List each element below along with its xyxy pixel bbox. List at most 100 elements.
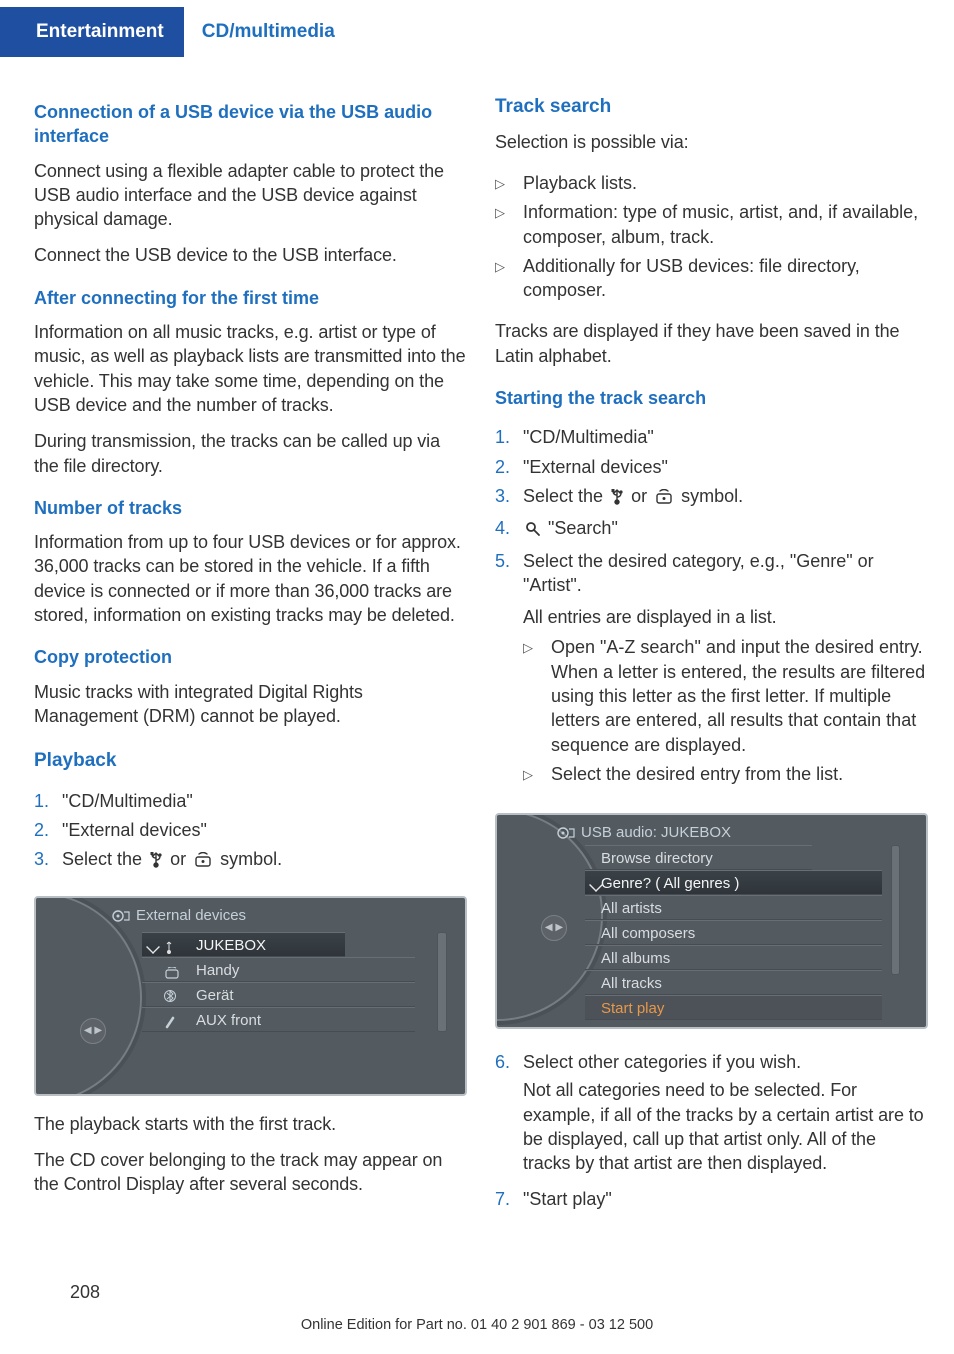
heading-playback: Playback bbox=[34, 748, 467, 774]
table-row: Gerät bbox=[142, 982, 415, 1007]
table-row: All composers bbox=[585, 920, 882, 945]
list-item: 1."CD/Multimedia" bbox=[495, 425, 928, 449]
screenshot-external-devices: ◀ ▶ External devices JUKEBOX Handy Gerät… bbox=[34, 896, 467, 1096]
table-row: Start play bbox=[585, 995, 882, 1020]
list-item: ▷Additionally for USB devices: file dire… bbox=[495, 254, 928, 303]
list-item: 2."External devices" bbox=[34, 818, 467, 842]
list-marker: 4. bbox=[495, 516, 523, 543]
heading-usb-connection: Connection of a USB device via the USB a… bbox=[34, 100, 467, 149]
usb-trident-icon bbox=[149, 850, 163, 874]
heading-num-tracks: Number of tracks bbox=[34, 496, 467, 520]
triangle-bullet-icon: ▷ bbox=[523, 635, 551, 756]
text-fragment: "Search" bbox=[548, 518, 618, 538]
row-text: All composers bbox=[601, 925, 695, 942]
text-fragment: Select the bbox=[523, 486, 608, 506]
text-fragment: Select other categories if you wish. bbox=[523, 1052, 801, 1072]
list-item: ▷Information: type of music, artist, and… bbox=[495, 200, 928, 249]
page-header: Entertainment CD/multimedia bbox=[0, 0, 954, 64]
list-text: "External devices" bbox=[523, 455, 928, 479]
row-text: AUX front bbox=[196, 1012, 261, 1029]
triangle-bullet-icon: ▷ bbox=[495, 254, 523, 303]
list-marker: 3. bbox=[34, 847, 62, 874]
row-text: Genre? ( All genres ) bbox=[601, 875, 739, 892]
list-text: Select the or symbol. bbox=[523, 484, 928, 511]
list-marker: 2. bbox=[34, 818, 62, 842]
list-item: 2."External devices" bbox=[495, 455, 928, 479]
triangle-bullet-icon: ▷ bbox=[495, 171, 523, 195]
list-text: Select the desired entry from the list. bbox=[551, 762, 928, 786]
row-text: Start play bbox=[601, 1000, 664, 1017]
heading-copy-prot: Copy protection bbox=[34, 645, 467, 669]
row-text: All artists bbox=[601, 900, 662, 917]
para: During transmission, the tracks can be c… bbox=[34, 429, 467, 478]
screenshot-title-text: USB audio: JUKEBOX bbox=[581, 823, 731, 843]
selection-list: ▷Playback lists. ▷Information: type of m… bbox=[495, 166, 928, 307]
row-text: All albums bbox=[601, 950, 670, 967]
heading-first-time: After connecting for the first time bbox=[34, 286, 467, 310]
aux-jack-icon bbox=[164, 1012, 176, 1037]
list-text: "CD/Multimedia" bbox=[523, 425, 928, 449]
search-icon bbox=[525, 519, 541, 543]
para: All entries are displayed in a list. bbox=[523, 605, 928, 629]
list-marker: 3. bbox=[495, 484, 523, 511]
screenshot-usb-audio: ◀ ▶ USB audio: JUKEBOX Browse directory … bbox=[495, 813, 928, 1029]
list-item: 3. Select the or symbol. bbox=[495, 484, 928, 511]
screenshot-title-text: External devices bbox=[136, 906, 246, 926]
screenshot-list: JUKEBOX Handy Gerät AUX front bbox=[142, 932, 415, 1032]
para: Information from up to four USB devices … bbox=[34, 530, 467, 627]
list-marker: 7. bbox=[495, 1187, 523, 1211]
para: Connect the USB device to the USB interf… bbox=[34, 243, 467, 267]
content-area: Connection of a USB device via the USB a… bbox=[0, 64, 954, 1222]
list-text: Additionally for USB devices: file direc… bbox=[523, 254, 928, 303]
triangle-bullet-icon: ▷ bbox=[495, 200, 523, 249]
row-text: All tracks bbox=[601, 975, 662, 992]
list-item: ▷Select the desired entry from the list. bbox=[523, 762, 928, 786]
sub-bullet-list: ▷Open "A-Z search" and input the desired… bbox=[523, 635, 928, 786]
text-fragment: symbol. bbox=[220, 849, 282, 869]
list-text: "External devices" bbox=[62, 818, 467, 842]
table-row: All albums bbox=[585, 945, 882, 970]
scroll-indicator bbox=[891, 845, 900, 975]
list-marker: 6. bbox=[495, 1050, 523, 1181]
nav-knob-icon: ◀ ▶ bbox=[80, 1018, 106, 1044]
mobile-device-icon bbox=[193, 850, 213, 874]
screenshot-list: Browse directory Genre? ( All genres ) A… bbox=[585, 845, 882, 1020]
heading-start-search: Starting the track search bbox=[495, 386, 928, 410]
media-icon bbox=[112, 909, 130, 923]
table-row: All artists bbox=[585, 895, 882, 920]
list-text: "CD/Multimedia" bbox=[62, 789, 467, 813]
para: Music tracks with integrated Digital Rig… bbox=[34, 680, 467, 729]
scroll-indicator bbox=[437, 932, 447, 1032]
list-text: Select other categories if you wish. Not… bbox=[523, 1050, 928, 1181]
row-text: Gerät bbox=[196, 987, 234, 1004]
playback-steps: 1."CD/Multimedia" 2."External devices" 3… bbox=[34, 784, 467, 880]
text-fragment: symbol. bbox=[681, 486, 743, 506]
table-row: Handy bbox=[142, 957, 415, 982]
row-text: Browse directory bbox=[601, 850, 713, 867]
para: Connect using a flexible adapter cable t… bbox=[34, 159, 467, 232]
triangle-bullet-icon: ▷ bbox=[523, 762, 551, 786]
list-marker: 1. bbox=[495, 425, 523, 449]
list-item: ▷Playback lists. bbox=[495, 171, 928, 195]
media-icon bbox=[557, 826, 575, 840]
para: Information on all music tracks, e.g. ar… bbox=[34, 320, 467, 417]
search-steps: 1."CD/Multimedia" 2."External devices" 3… bbox=[495, 420, 928, 797]
para: Not all categories need to be selected. … bbox=[523, 1078, 928, 1175]
list-text: "Start play" bbox=[523, 1187, 928, 1211]
usb-trident-icon bbox=[610, 487, 624, 511]
list-item: 1."CD/Multimedia" bbox=[34, 789, 467, 813]
list-text: "Search" bbox=[523, 516, 928, 543]
list-item: 7."Start play" bbox=[495, 1187, 928, 1211]
para: The playback starts with the first track… bbox=[34, 1112, 467, 1136]
para: Tracks are displayed if they have been s… bbox=[495, 319, 928, 368]
text-fragment: Select the desired category, e.g., "Genr… bbox=[523, 551, 874, 595]
text-fragment: Select the bbox=[62, 849, 147, 869]
row-text: Handy bbox=[196, 962, 239, 979]
breadcrumb-section: Entertainment bbox=[0, 7, 184, 57]
right-column: Track search Selection is possible via: … bbox=[495, 88, 928, 1222]
table-row: AUX front bbox=[142, 1007, 415, 1032]
list-text: Playback lists. bbox=[523, 171, 928, 195]
mobile-device-icon bbox=[654, 487, 674, 511]
list-text: Select the desired category, e.g., "Genr… bbox=[523, 549, 928, 793]
list-item: 5. Select the desired category, e.g., "G… bbox=[495, 549, 928, 793]
